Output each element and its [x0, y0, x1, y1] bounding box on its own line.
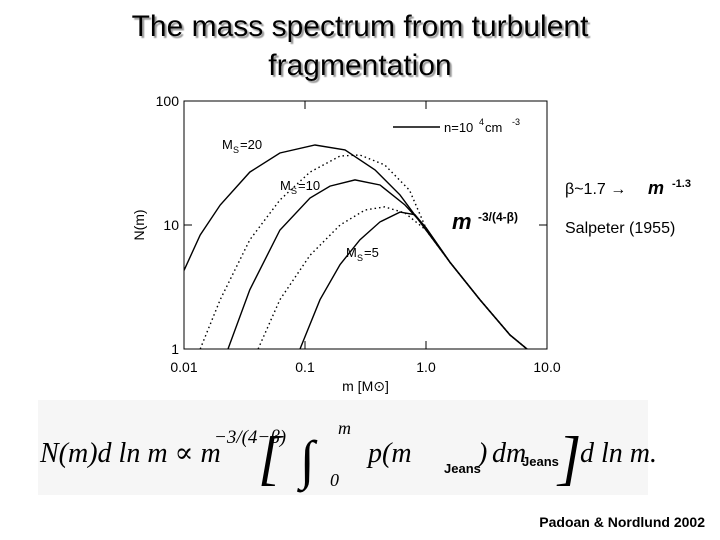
curve-label: M — [222, 137, 233, 152]
eq-bracket: ] — [556, 425, 581, 491]
y-axis-label: N(m) — [131, 209, 147, 240]
x-tick-label: 0.1 — [295, 359, 315, 375]
eq-subscript: Jeans — [444, 461, 481, 476]
annotation-exponent: -3/(4-β) — [478, 210, 518, 224]
note-beta: β~1.7 → — [565, 181, 626, 198]
legend-label: 4 — [479, 117, 484, 127]
legend-label: n=10 — [444, 120, 473, 135]
equation-panel — [38, 400, 648, 495]
eq-subscript: Jeans — [522, 454, 559, 469]
curve-label: =20 — [240, 137, 262, 152]
curve-label: M — [280, 178, 291, 193]
x-tick-label: 10.0 — [533, 359, 560, 375]
title-line: fragmentation — [268, 49, 451, 82]
eq-integrand: p(m — [366, 438, 412, 469]
curve-label-sub: S — [291, 186, 297, 196]
curve-label: M — [346, 245, 357, 260]
x-tick-label: 0.01 — [170, 359, 197, 375]
eq-exponent: −3/(4−β) — [214, 427, 286, 448]
y-tick-label: 1 — [171, 341, 179, 357]
note-m: m — [648, 178, 664, 198]
legend-label: cm — [485, 120, 502, 135]
eq-paren: ) — [476, 438, 487, 469]
eq-integral: ∫ — [297, 430, 318, 493]
curve — [299, 211, 528, 349]
title-line: The mass spectrum from turbulent — [132, 10, 589, 43]
x-axis-label: m [M⊙] — [342, 378, 389, 394]
citation: Padoan & Nordlund 2002 — [539, 514, 705, 530]
y-tick-label: 100 — [156, 93, 180, 109]
eq-lower: 0 — [330, 470, 339, 490]
curve-label-sub: S — [357, 253, 363, 263]
annotation: m — [452, 209, 472, 234]
equation: N(m)d ln m ∝ m −3/(4−β) [ ∫ m 0 p(m Jean… — [39, 418, 657, 493]
annotation-bg — [448, 205, 538, 233]
y-tick-label: 10 — [163, 217, 179, 233]
curve-label: =10 — [298, 178, 320, 193]
note-exponent: -1.3 — [672, 178, 691, 190]
x-tick-label: 1.0 — [416, 359, 436, 375]
curve-label: =5 — [364, 245, 379, 260]
eq-rhs: d ln m. — [580, 438, 657, 469]
note-reference: Salpeter (1955) — [565, 220, 675, 237]
curve-label-sub: S — [233, 145, 239, 155]
eq-upper: m — [338, 418, 351, 438]
eq-lhs: N(m)d ln m ∝ m — [39, 438, 221, 469]
eq-dm: dm — [492, 438, 526, 469]
legend-label: -3 — [512, 117, 520, 127]
eq-bracket: [ — [258, 425, 284, 491]
